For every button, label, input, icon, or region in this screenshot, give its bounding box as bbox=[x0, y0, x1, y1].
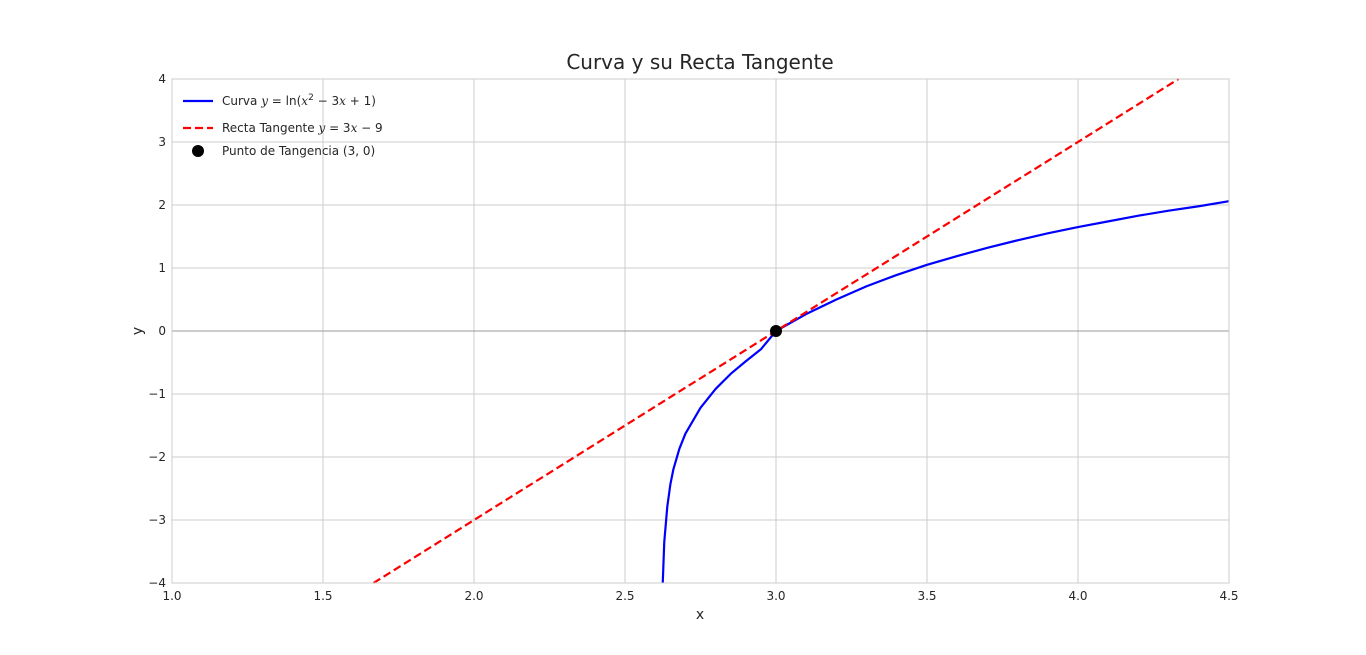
legend-curve-prefix: Curva bbox=[222, 94, 261, 108]
y-tick-label-4: 0 bbox=[158, 324, 166, 338]
legend-curve-math: y bbox=[260, 94, 268, 108]
x-tick-label-3: 2.5 bbox=[615, 589, 634, 603]
legend-curve-eq: = ln( bbox=[268, 94, 301, 108]
legend-curve-exp: 2 bbox=[308, 93, 314, 103]
y-tick-label-0: −4 bbox=[148, 576, 166, 590]
y-tick-labels: −4 −3 −2 −1 0 1 2 3 4 bbox=[148, 72, 166, 590]
x-tick-labels: 1.0 1.5 2.0 2.5 3.0 3.5 4.0 4.5 bbox=[162, 589, 1238, 603]
y-tick-label-2: −2 bbox=[148, 450, 166, 464]
x-tick-label-2: 2.0 bbox=[464, 589, 483, 603]
y-tick-label-1: −3 bbox=[148, 513, 166, 527]
legend-tangent-eq: = 3 bbox=[325, 121, 350, 135]
legend: Curva y = ln(x2 − 3x + 1) Recta Tangente… bbox=[183, 93, 383, 158]
plot-frame bbox=[171, 78, 1230, 584]
x-tick-label-1: 1.5 bbox=[313, 589, 332, 603]
series-line-0 bbox=[661, 200, 1230, 584]
legend-curve-rest: − 3 bbox=[314, 94, 339, 108]
x-tick-label-0: 1.0 bbox=[162, 589, 181, 603]
legend-tangent-prefix: Recta Tangente bbox=[222, 121, 318, 135]
x-axis-label: x bbox=[696, 607, 704, 623]
legend-tangent-label: Recta Tangente y = 3x − 9 bbox=[222, 121, 383, 135]
y-tick-label-7: 3 bbox=[158, 135, 166, 149]
y-tick-label-8: 4 bbox=[158, 72, 166, 86]
y-tick-label-5: 1 bbox=[158, 261, 166, 275]
legend-point-label: Punto de Tangencia (3, 0) bbox=[222, 144, 375, 158]
legend-curve-end: + 1) bbox=[346, 94, 376, 108]
legend-tangent-end: − 9 bbox=[357, 121, 382, 135]
y-tick-label-6: 2 bbox=[158, 198, 166, 212]
legend-curve-x: x bbox=[301, 94, 308, 108]
legend-curve-x2: x bbox=[339, 94, 346, 108]
legend-tangent-x: x bbox=[351, 121, 358, 135]
y-axis-label: y bbox=[130, 327, 146, 335]
x-tick-label-7: 4.5 bbox=[1219, 589, 1238, 603]
tangency-point-0 bbox=[770, 325, 782, 337]
legend-point-swatch bbox=[192, 145, 204, 157]
points-layer bbox=[770, 325, 782, 337]
chart-title: Curva y su Recta Tangente bbox=[566, 50, 833, 74]
legend-tangent-y: y bbox=[317, 121, 325, 135]
x-tick-label-6: 4.0 bbox=[1068, 589, 1087, 603]
legend-curve-label: Curva y = ln(x2 − 3x + 1) bbox=[222, 93, 376, 108]
x-tick-label-4: 3.0 bbox=[766, 589, 785, 603]
y-tick-label-3: −1 bbox=[148, 387, 166, 401]
x-tick-label-5: 3.5 bbox=[917, 589, 936, 603]
